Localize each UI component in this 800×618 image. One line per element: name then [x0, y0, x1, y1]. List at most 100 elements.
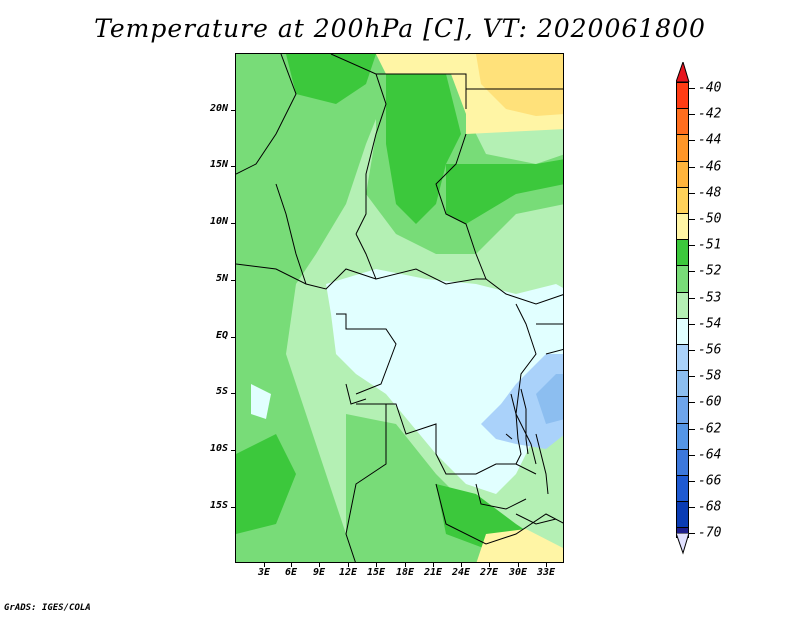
map-panel: [235, 53, 564, 563]
y-axis-label: 10S: [209, 443, 228, 454]
x-axis-tick: [461, 563, 462, 567]
colorbar-label: -66: [698, 473, 722, 489]
x-axis-label: 18E: [395, 567, 415, 578]
temperature-field-map: [236, 54, 563, 562]
colorbar-tick: [689, 402, 695, 404]
x-axis-tick: [518, 563, 519, 567]
colorbar-label: -46: [698, 159, 722, 175]
colorbar-tick: [689, 219, 695, 220]
x-axis-tick: [264, 563, 265, 567]
y-axis-label: 15N: [209, 159, 228, 170]
colorbar-swatch: [676, 344, 689, 371]
colorbar-label: -58: [698, 368, 722, 384]
grads-credit: GrADS: IGES/COLA: [4, 603, 91, 613]
y-axis-label: 15S: [209, 500, 228, 511]
colorbar-label: -50: [698, 211, 722, 227]
colorbar-tick: [689, 507, 695, 509]
x-axis-tick: [405, 563, 406, 567]
colorbar-swatch: [676, 501, 689, 528]
colorbar-tick: [689, 88, 695, 89]
country-borders: [236, 54, 563, 562]
x-axis-label: 15E: [366, 567, 386, 578]
y-axis-tick: [231, 280, 235, 281]
y-axis-label: 10N: [209, 216, 228, 227]
colorbar-label: -42: [698, 106, 722, 122]
x-axis-label: 12E: [338, 567, 358, 578]
x-axis-tick: [319, 563, 320, 567]
colorbar-label: -51: [698, 237, 722, 253]
y-axis-label: EQ: [215, 330, 228, 341]
x-axis-label: 9E: [312, 567, 326, 578]
y-axis-tick: [231, 393, 235, 394]
colorbar-label: -53: [698, 290, 722, 306]
region-m58-east: [536, 374, 563, 424]
region-m51-southwest: [236, 434, 296, 534]
x-axis-tick: [489, 563, 490, 567]
lakes: [505, 388, 549, 495]
colorbar-top-arrow: [676, 62, 690, 82]
region-m52-south: [346, 414, 562, 562]
y-axis-label: 5S: [215, 386, 228, 397]
region-m52-west: [236, 54, 386, 562]
colorbar-tick: [689, 350, 695, 351]
colorbar-tick: [689, 114, 695, 116]
colorbar-label: -56: [698, 342, 722, 358]
region-m54-west-patch: [251, 384, 271, 419]
region-m48-northeast: [476, 54, 563, 116]
colorbar-bottom-arrow: [676, 533, 690, 555]
colorbar-swatch: [676, 186, 689, 213]
colorbar-swatch: [676, 448, 689, 475]
colorbar-swatch: [676, 160, 689, 187]
colorbar-swatch: [676, 396, 689, 423]
colorbar-label: -48: [698, 185, 722, 201]
colorbar-swatch: [676, 370, 689, 397]
colorbar-label: -54: [698, 316, 722, 332]
y-axis-tick: [231, 223, 235, 224]
x-axis-tick: [433, 563, 434, 567]
colorbar-tick: [689, 192, 695, 194]
x-axis-tick: [291, 563, 292, 567]
colorbar-swatch: [676, 265, 689, 292]
x-axis-label: 33E: [536, 567, 556, 578]
colorbar-tick: [689, 454, 695, 456]
colorbar-swatch: [676, 108, 689, 135]
y-axis-label: 5N: [215, 273, 228, 284]
region-m51-north: [386, 74, 461, 224]
colorbar-tick: [689, 376, 695, 378]
colorbar-tick: [689, 245, 695, 247]
colorbar-label: -70: [698, 525, 722, 541]
colorbar-tick: [689, 533, 695, 535]
colorbar-swatch: [676, 82, 689, 109]
y-axis-tick: [231, 507, 235, 508]
y-axis-label: 20N: [209, 103, 228, 114]
x-axis-tick: [546, 563, 547, 567]
x-axis-tick: [348, 563, 349, 567]
colorbar-swatch: [676, 213, 689, 240]
colorbar-label: -44: [698, 132, 722, 148]
region-m50-southeast: [476, 529, 563, 562]
x-axis-label: 24E: [451, 567, 471, 578]
colorbar-tick: [689, 481, 695, 482]
y-axis-tick: [231, 450, 235, 451]
colorbar-tick: [689, 428, 695, 430]
x-axis-tick: [376, 563, 377, 567]
colorbar-swatch: [676, 134, 689, 161]
colorbar-tick: [689, 140, 695, 142]
colorbar-tick: [689, 297, 695, 299]
x-axis-label: 30E: [508, 567, 528, 578]
x-axis-label: 6E: [284, 567, 298, 578]
colorbar-swatch: [676, 291, 689, 318]
y-axis-tick: [231, 166, 235, 167]
colorbar-label: -60: [698, 394, 722, 410]
colorbar-tick: [689, 323, 695, 325]
colorbar-tick: [689, 271, 695, 273]
x-axis-label: 27E: [479, 567, 499, 578]
colorbar-swatch: [676, 475, 689, 502]
colorbar-label: -40: [698, 80, 722, 96]
region-m56-east: [481, 354, 563, 449]
colorbar-swatch: [676, 317, 689, 344]
y-axis-tick: [231, 110, 235, 111]
colorbar-swatch: [676, 239, 689, 266]
x-axis-label: 21E: [423, 567, 443, 578]
chart-title: Temperature at 200hPa [C], VT: 202006180…: [94, 14, 706, 43]
